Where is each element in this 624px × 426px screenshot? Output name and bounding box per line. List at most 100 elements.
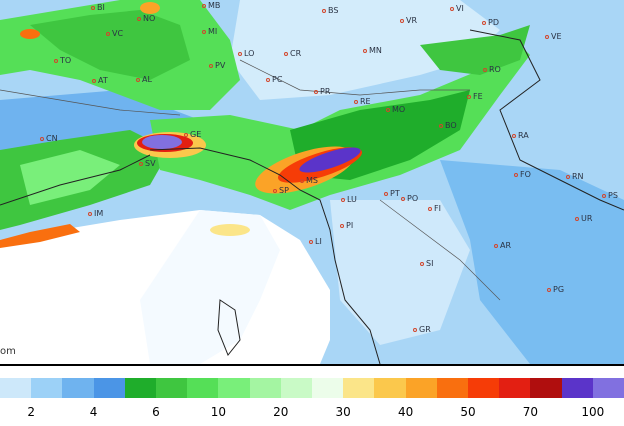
city-label-sp: SP bbox=[279, 186, 289, 195]
legend-swatch bbox=[124, 378, 157, 398]
city-label-al: AL bbox=[142, 75, 152, 84]
city-marker-vc bbox=[106, 32, 110, 36]
city-marker-bs bbox=[322, 9, 326, 13]
legend-swatch bbox=[62, 378, 95, 398]
city-marker-vi bbox=[450, 7, 454, 11]
city-marker-to bbox=[54, 59, 58, 63]
city-label-vr: VR bbox=[406, 16, 418, 25]
city-marker-ur bbox=[575, 217, 579, 221]
legend-swatch bbox=[405, 378, 438, 398]
city-marker-vr bbox=[400, 19, 404, 23]
city-label-ra: RA bbox=[518, 131, 529, 140]
city-marker-ge bbox=[184, 133, 188, 137]
city-label-lo: LO bbox=[244, 49, 255, 58]
legend-tick-label: 4 bbox=[89, 405, 98, 419]
city-marker-lo bbox=[238, 52, 242, 56]
legend-swatch bbox=[187, 378, 219, 398]
city-marker-mn bbox=[363, 49, 367, 53]
legend-swatch bbox=[561, 378, 594, 398]
legend-swatch bbox=[280, 378, 313, 398]
city-marker-sv bbox=[139, 162, 143, 166]
city-label-pc: PC bbox=[272, 75, 283, 84]
legend-swatch bbox=[218, 378, 251, 398]
city-marker-pt bbox=[384, 192, 388, 196]
legend-tick-label: 70 bbox=[522, 405, 539, 419]
city-marker-cn bbox=[40, 137, 44, 141]
city-marker-pd bbox=[482, 21, 486, 25]
city-marker-ar bbox=[494, 244, 498, 248]
city-marker-ms bbox=[300, 179, 304, 183]
city-label-fe: FE bbox=[473, 92, 483, 101]
legend-swatch bbox=[249, 378, 282, 398]
city-label-ro: RO bbox=[489, 65, 501, 74]
legend-tick-label: 20 bbox=[273, 405, 289, 419]
city-label-pd: PD bbox=[488, 18, 499, 27]
city-marker-fe bbox=[467, 95, 471, 99]
city-label-pi: PI bbox=[346, 221, 354, 230]
city-label-mb: MB bbox=[208, 1, 221, 10]
city-marker-li bbox=[309, 240, 313, 244]
city-label-re: RE bbox=[360, 97, 371, 106]
city-marker-rn bbox=[566, 175, 570, 179]
city-label-at: AT bbox=[98, 76, 108, 85]
city-marker-ro bbox=[483, 68, 487, 72]
legend-tick-label: 100 bbox=[581, 405, 605, 419]
legend-swatch bbox=[156, 378, 188, 398]
city-marker-fo bbox=[514, 173, 518, 177]
city-marker-pv bbox=[209, 64, 213, 68]
legend-tick-label: 10 bbox=[210, 405, 227, 419]
city-marker-ra bbox=[512, 134, 516, 138]
city-label-li: LI bbox=[315, 237, 322, 246]
legend-tick-label: 2 bbox=[27, 405, 36, 419]
map-bottom-border bbox=[0, 364, 624, 366]
city-label-vc: VC bbox=[112, 29, 124, 38]
city-marker-bo bbox=[439, 124, 443, 128]
city-marker-ve bbox=[545, 35, 549, 39]
city-label-si: SI bbox=[426, 259, 434, 268]
city-label-ge: GE bbox=[190, 130, 202, 139]
city-label-pv: PV bbox=[215, 61, 226, 70]
city-label-ms: MS bbox=[306, 176, 318, 185]
city-marker-ps bbox=[602, 194, 606, 198]
city-marker-pr bbox=[314, 90, 318, 94]
city-label-im: IM bbox=[94, 209, 104, 218]
legend-swatch bbox=[343, 378, 375, 398]
legend-swatch bbox=[499, 378, 531, 398]
city-marker-im bbox=[88, 212, 92, 216]
city-label-bi: BI bbox=[97, 3, 105, 12]
legend-swatch bbox=[93, 378, 126, 398]
city-label-gr: GR bbox=[419, 325, 431, 334]
city-label-po: PO bbox=[407, 194, 419, 203]
city-label-ur: UR bbox=[581, 214, 593, 223]
legend-swatch bbox=[31, 378, 63, 398]
city-label-lu: LU bbox=[347, 195, 357, 204]
legend-tick-label: 30 bbox=[335, 405, 351, 419]
legend-swatch bbox=[592, 378, 624, 398]
city-label-pt: PT bbox=[390, 189, 400, 198]
city-label-pr: PR bbox=[320, 87, 331, 96]
city-marker-re bbox=[354, 100, 358, 104]
city-label-fo: FO bbox=[520, 170, 531, 179]
city-marker-at bbox=[92, 79, 96, 83]
precipitation-map: BI NO MB BS VI VC MI VR PD VE TO LO CR MN PV RO AT AL PC PR… bbox=[0, 0, 624, 364]
city-marker-po bbox=[401, 197, 405, 201]
city-marker-sp bbox=[273, 189, 277, 193]
city-marker-al bbox=[136, 78, 140, 82]
legend-swatch bbox=[0, 378, 32, 398]
city-marker-bi bbox=[91, 6, 95, 10]
city-label-sv: SV bbox=[145, 159, 156, 168]
city-marker-pg bbox=[547, 288, 551, 292]
map-canvas bbox=[0, 0, 624, 364]
city-marker-no bbox=[137, 17, 141, 21]
legend-swatch bbox=[312, 378, 344, 398]
precipitation-legend bbox=[0, 378, 624, 398]
city-marker-fi bbox=[428, 207, 432, 211]
city-label-vi: VI bbox=[456, 4, 464, 13]
city-label-no: NO bbox=[143, 14, 156, 23]
city-marker-mi bbox=[202, 30, 206, 34]
city-label-ar: AR bbox=[500, 241, 512, 250]
city-label-ps: PS bbox=[608, 191, 618, 200]
city-marker-gr bbox=[413, 328, 417, 332]
legend-swatch bbox=[530, 378, 563, 398]
city-label-mi: MI bbox=[208, 27, 218, 36]
